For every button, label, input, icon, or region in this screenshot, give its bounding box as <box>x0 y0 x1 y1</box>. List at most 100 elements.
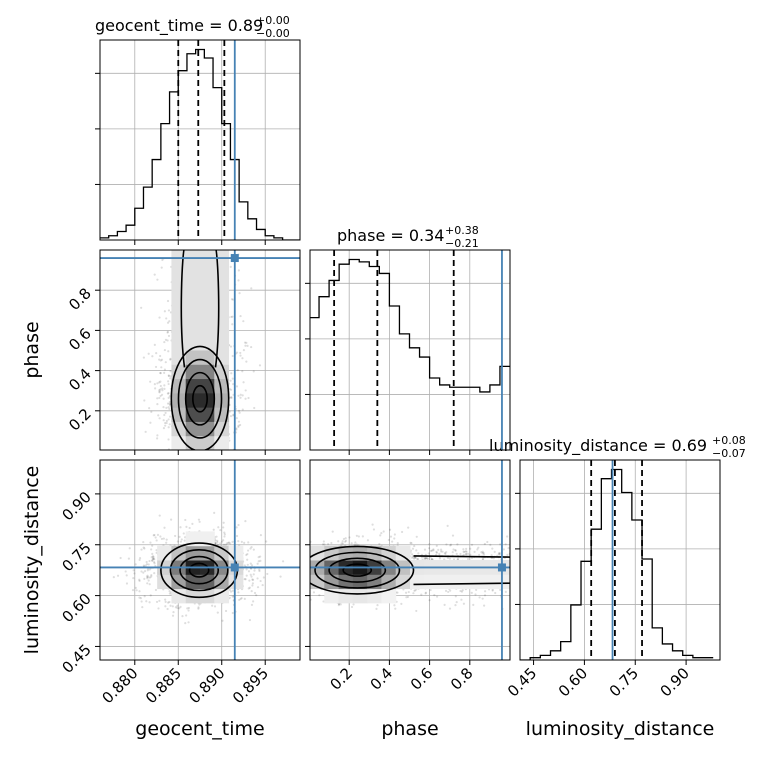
sample-point <box>179 540 183 543</box>
contour-line <box>192 384 208 413</box>
hist-grid-geocent_time <box>95 72 300 185</box>
sample-point <box>465 550 468 553</box>
sample-point <box>379 534 382 537</box>
sample-point <box>248 618 252 622</box>
sample-point <box>278 549 280 551</box>
sample-point <box>294 579 296 581</box>
density-cell <box>452 574 468 590</box>
sample-point <box>292 562 294 564</box>
sample-point <box>169 488 171 490</box>
sample-point <box>454 548 457 552</box>
sample-point <box>444 552 447 556</box>
contour-line <box>184 371 216 426</box>
sample-point <box>251 582 254 585</box>
sample-point <box>293 573 295 575</box>
sample-point <box>245 553 248 557</box>
sample-point <box>159 371 162 375</box>
sample-point <box>228 596 231 599</box>
sample-point <box>211 452 213 454</box>
sample-point <box>469 547 472 550</box>
sample-point <box>256 562 259 565</box>
sample-point <box>151 355 154 358</box>
sample-point <box>197 468 199 470</box>
sample-point <box>279 564 281 566</box>
sample-point <box>213 511 216 514</box>
sample-point <box>193 498 195 500</box>
sample-point <box>435 544 438 547</box>
sample-point <box>158 389 161 392</box>
sample-point <box>255 564 257 566</box>
sample-point <box>148 601 151 604</box>
sample-point <box>169 358 172 361</box>
sample-point <box>213 480 215 482</box>
sample-point <box>435 550 438 553</box>
sample-point <box>167 374 171 378</box>
sample-point <box>214 539 217 542</box>
sample-point <box>250 546 253 549</box>
sample-point <box>412 556 415 559</box>
sample-point <box>464 550 467 553</box>
sample-point <box>322 600 325 603</box>
sample-point <box>124 570 127 573</box>
sample-point <box>199 464 201 466</box>
sample-point <box>341 542 344 545</box>
sample-point <box>155 352 158 355</box>
density-cell <box>214 435 230 450</box>
sample-point <box>259 555 262 558</box>
sample-point <box>491 547 494 550</box>
sample-point <box>253 406 256 410</box>
sample-point <box>280 571 282 573</box>
sample-point <box>167 396 170 399</box>
sample-point <box>201 452 203 454</box>
sample-point <box>235 534 239 538</box>
sample-point <box>167 426 170 429</box>
sample-point <box>193 452 195 454</box>
sample-point <box>391 540 394 543</box>
sample-point <box>167 601 170 604</box>
sample-point <box>449 544 452 547</box>
density-cell <box>200 421 215 437</box>
sample-point <box>174 534 177 538</box>
hist-grid-phase <box>305 282 510 395</box>
sample-point <box>156 382 159 385</box>
sample-point <box>152 555 155 559</box>
sample-point <box>218 540 220 542</box>
sample-point <box>151 544 154 547</box>
sample-point <box>407 590 410 594</box>
sample-point <box>250 589 253 593</box>
sample-point <box>243 577 246 581</box>
sample-point <box>164 361 167 364</box>
sample-point <box>146 582 149 585</box>
tick-label-y: 0.4 <box>65 365 95 395</box>
sample-point <box>400 602 403 605</box>
sample-point <box>213 469 215 471</box>
sample-point <box>237 424 240 427</box>
sample-point <box>252 370 255 373</box>
contour-line <box>342 563 373 577</box>
sample-point <box>146 577 149 580</box>
sample-point <box>352 603 355 606</box>
density-cell <box>185 307 201 322</box>
sample-point <box>247 541 250 544</box>
sample-point <box>229 542 232 545</box>
sample-point <box>426 556 429 560</box>
sample-point <box>195 462 197 464</box>
sample-point <box>482 557 485 561</box>
sample-point <box>151 557 154 560</box>
sample-point <box>178 535 181 538</box>
sample-point <box>242 320 245 323</box>
sample-point <box>429 588 432 592</box>
sample-point <box>159 535 162 538</box>
sample-point <box>249 562 252 565</box>
sample-point <box>131 589 135 592</box>
sample-point <box>489 543 492 546</box>
contour-line <box>310 545 415 595</box>
sample-point <box>282 588 284 590</box>
sample-point <box>486 540 489 544</box>
sample-point <box>143 399 146 402</box>
sample-point <box>483 590 487 593</box>
sample-point <box>414 556 417 560</box>
sample-point <box>229 379 232 382</box>
sample-point <box>410 556 414 559</box>
sample-point <box>435 551 438 554</box>
